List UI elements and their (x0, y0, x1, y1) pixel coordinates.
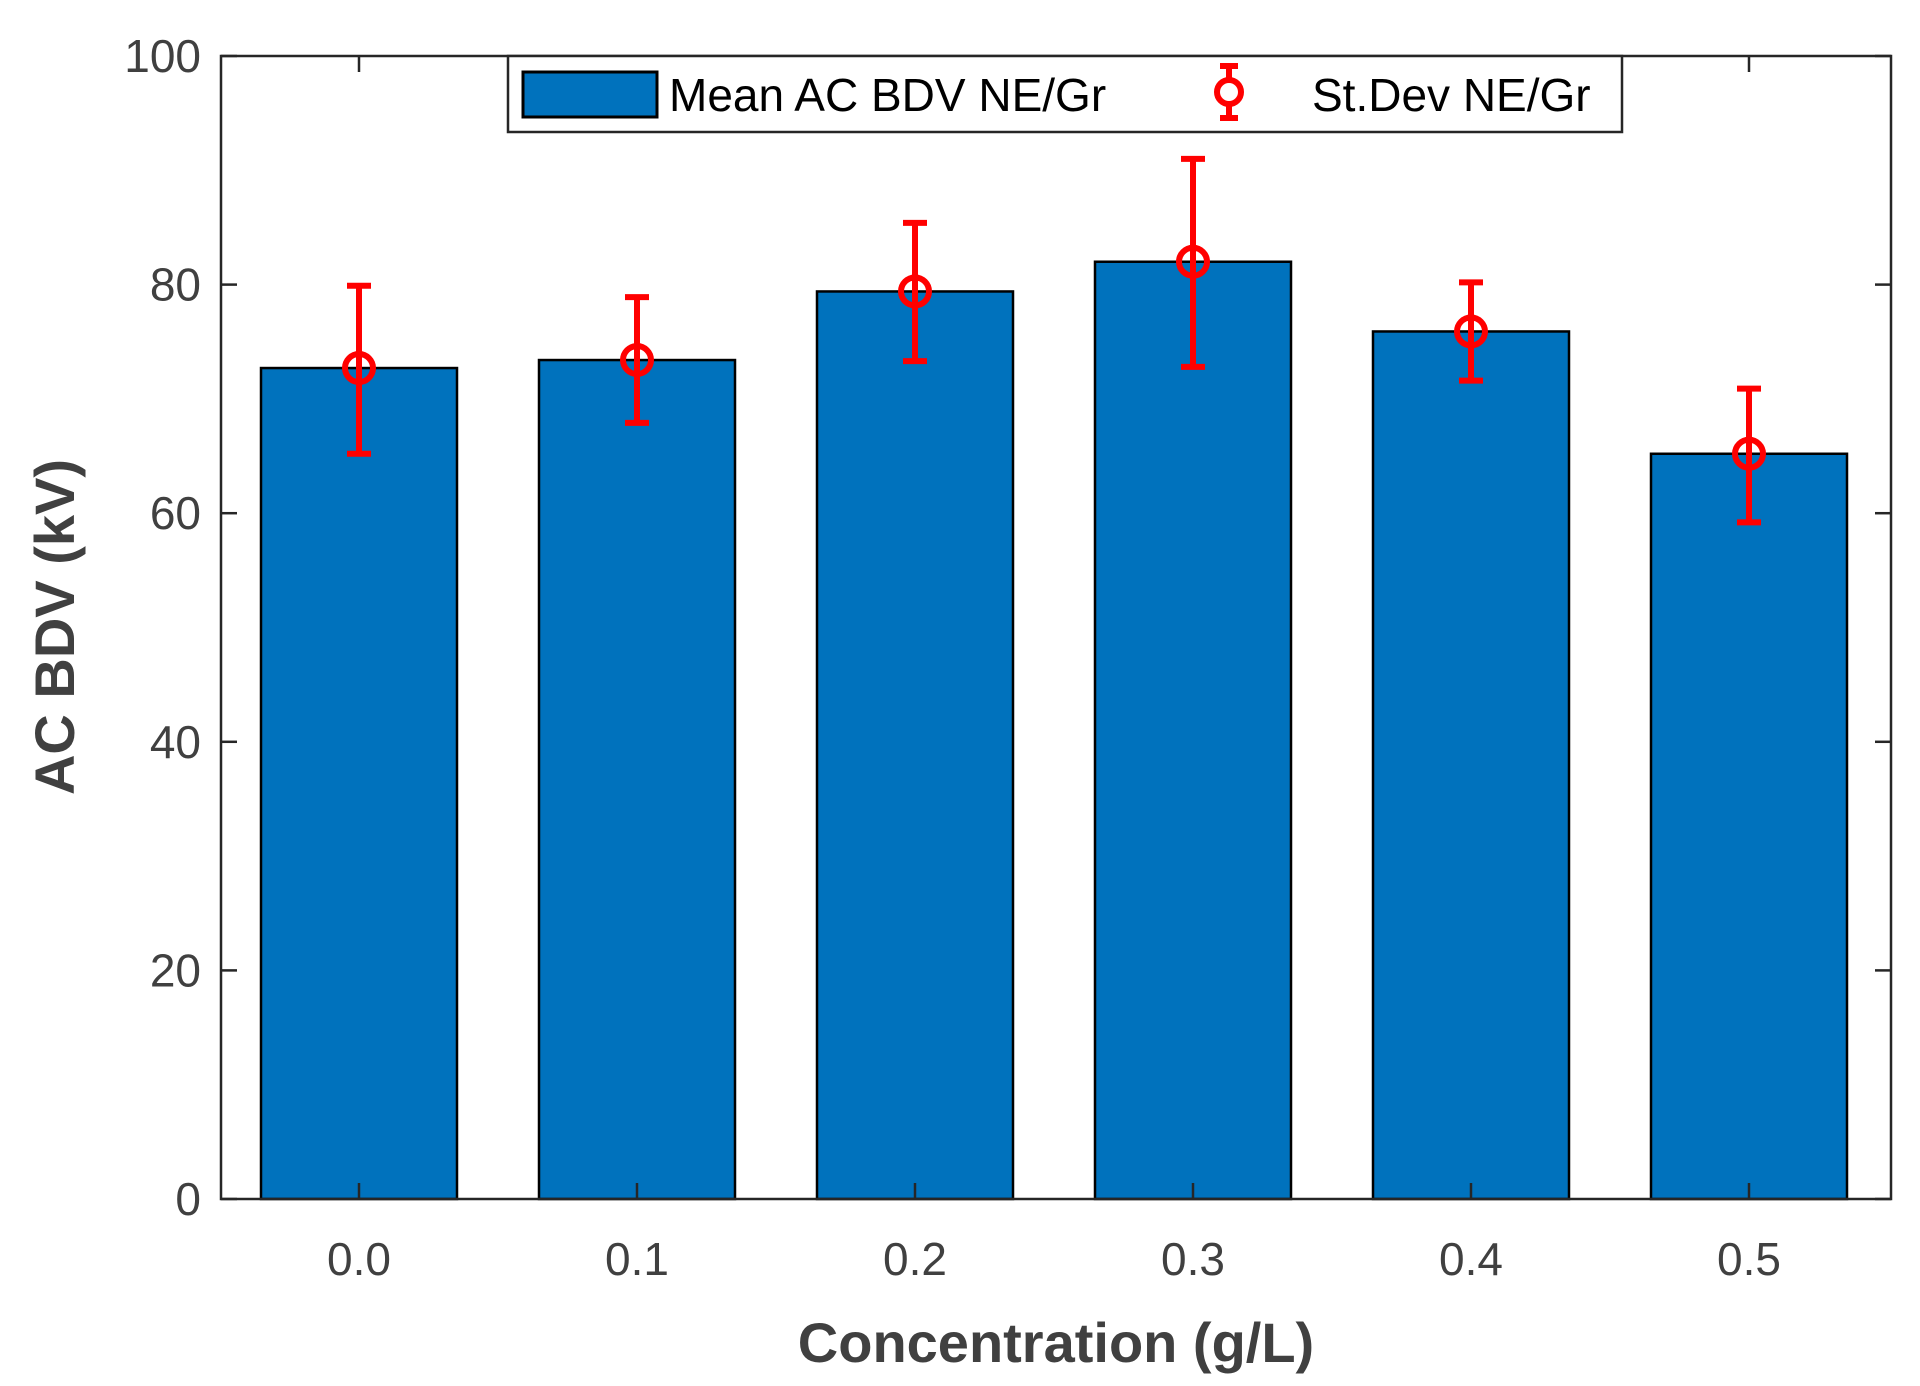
x-tick-label: 0.1 (605, 1233, 669, 1285)
legend: Mean AC BDV NE/Gr St.Dev NE/Gr (506, 54, 1624, 134)
bar-group (259, 260, 1849, 1201)
legend-errorbar-marker (1214, 63, 1244, 121)
bar-0.3 (1093, 260, 1293, 1201)
legend-bar-label: Mean AC BDV NE/Gr (669, 69, 1106, 121)
bar-0.0 (259, 366, 459, 1201)
x-tick-label: 0.2 (883, 1233, 947, 1285)
x-axis: 0.0 0.1 0.2 0.3 0.4 0.5 (327, 56, 1781, 1285)
errorbar-marker (1176, 244, 1210, 279)
bar-0.2 (815, 290, 1015, 1201)
errorbar-group (342, 155, 1766, 526)
errorbar-0.3 (1176, 155, 1210, 370)
y-tick-label: 0 (175, 1173, 201, 1225)
errorbar-0.4 (1454, 279, 1488, 384)
y-axis-title: AC BDV (kV) (23, 459, 86, 795)
legend-bar-swatch (521, 70, 659, 119)
bar-0.4 (1371, 330, 1571, 1201)
bar-0.5 (1649, 452, 1849, 1201)
errorbar-marker (1732, 436, 1766, 471)
legend-box (506, 54, 1624, 134)
errorbar-0.1 (620, 294, 654, 426)
errorbar-0.2 (898, 219, 932, 365)
errorbar-marker (898, 274, 932, 309)
errorbar-0.5 (1732, 385, 1766, 526)
y-tick-label: 80 (150, 259, 201, 311)
bar-0.1 (537, 358, 737, 1201)
x-tick-label: 0.5 (1717, 1233, 1781, 1285)
x-tick-label: 0.4 (1439, 1233, 1503, 1285)
errorbar-marker (620, 343, 654, 378)
legend-errorbar-label: St.Dev NE/Gr (1312, 69, 1591, 121)
y-tick-label: 20 (150, 944, 201, 996)
plot-area (221, 56, 1891, 1199)
y-tick-label: 100 (124, 30, 201, 82)
errorbar-marker (1454, 314, 1488, 349)
errorbar-0.0 (342, 282, 376, 457)
x-axis-title: Concentration (g/L) (798, 1311, 1314, 1374)
y-tick-label: 60 (150, 487, 201, 539)
errorbar-marker (342, 351, 376, 386)
y-axis: 0 20 40 60 80 100 (124, 30, 1891, 1225)
y-tick-label: 40 (150, 716, 201, 768)
x-tick-label: 0.3 (1161, 1233, 1225, 1285)
x-tick-label: 0.0 (327, 1233, 391, 1285)
